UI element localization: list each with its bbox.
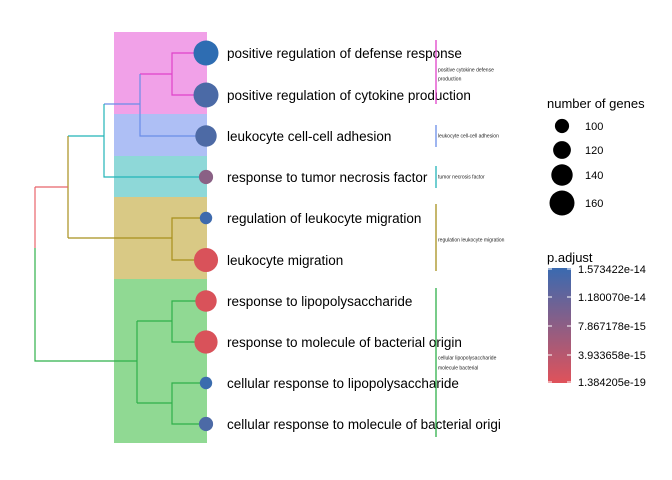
size-legend-label: 120 xyxy=(585,145,603,157)
term-point xyxy=(198,169,214,185)
term-point xyxy=(193,82,219,108)
term-point xyxy=(194,330,218,354)
cluster-label: molecule bacterial xyxy=(438,366,478,372)
color-legend-label: 1.573422e-14 xyxy=(578,264,646,276)
term-point xyxy=(199,211,213,225)
term-point xyxy=(199,376,213,390)
term-label: positive regulation of defense response xyxy=(227,46,462,61)
term-label: leukocyte migration xyxy=(227,253,343,268)
cluster-label: regulation leukocyte migration xyxy=(438,238,505,244)
dendrogram-branch xyxy=(34,248,137,362)
size-legend-point xyxy=(549,190,575,216)
size-legend-title: number of genes xyxy=(547,96,645,111)
color-legend-bar xyxy=(548,268,571,383)
term-point xyxy=(198,416,214,432)
term-label: regulation of leukocyte migration xyxy=(227,211,421,226)
color-legend-title: p.adjust xyxy=(547,250,593,265)
term-point xyxy=(193,40,219,66)
color-legend-label: 7.867178e-15 xyxy=(578,321,646,333)
cluster-label: positive cytokine defense xyxy=(438,68,494,74)
dendrogram-branch xyxy=(103,104,206,178)
term-label: cellular response to lipopolysaccharide xyxy=(227,376,459,391)
term-label: positive regulation of cytokine producti… xyxy=(227,88,471,103)
size-legend-label: 100 xyxy=(585,121,603,133)
term-label: cellular response to molecule of bacteri… xyxy=(227,417,501,432)
term-point xyxy=(195,290,217,312)
cluster-label: production xyxy=(438,77,462,83)
color-legend-label: 1.384205e-19 xyxy=(578,377,646,389)
term-label: response to tumor necrosis factor xyxy=(227,170,428,185)
term-point xyxy=(195,125,217,147)
color-legend-label: 3.933658e-15 xyxy=(578,350,646,362)
color-legend-label: 1.180070e-14 xyxy=(578,292,646,304)
size-legend-point xyxy=(551,164,573,186)
size-legend-point xyxy=(553,141,571,159)
size-legend-point xyxy=(554,118,570,134)
size-legend-label: 160 xyxy=(585,198,603,210)
cluster-band xyxy=(114,32,207,114)
cluster-label: leukocyte cell-cell adhesion xyxy=(438,134,499,140)
cluster-band xyxy=(114,114,207,156)
cluster-label: tumor necrosis factor xyxy=(438,175,485,181)
term-label: response to molecule of bacterial origin xyxy=(227,335,462,350)
term-label: response to lipopolysaccharide xyxy=(227,294,412,309)
dendrogram-branch xyxy=(139,74,206,137)
term-point xyxy=(193,247,219,273)
term-label: leukocyte cell-cell adhesion xyxy=(227,129,391,144)
size-legend-label: 140 xyxy=(585,170,603,182)
dendrogram-branch xyxy=(171,217,206,261)
cluster-label: cellular lipopolysaccharide xyxy=(438,356,497,362)
